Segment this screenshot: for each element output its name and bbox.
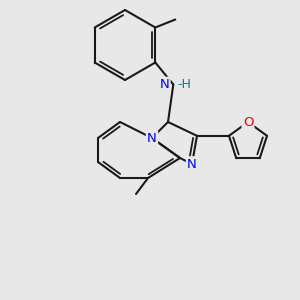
Text: N: N [187,158,197,170]
Text: N: N [160,78,169,91]
Text: N: N [147,131,157,145]
Text: O: O [243,116,253,128]
Text: -H: -H [177,78,191,91]
